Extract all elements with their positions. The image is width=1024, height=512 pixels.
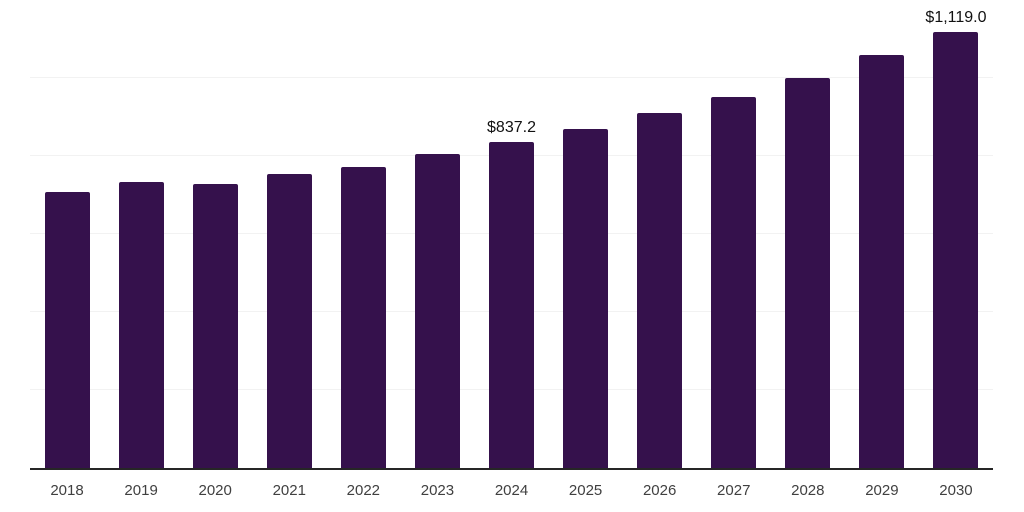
bar-2021 — [266, 173, 312, 468]
bar-column-2030: $1,119.0 — [919, 0, 993, 468]
bar-column-2025 — [549, 0, 623, 468]
plot-area: $837.2 $1,119.0 — [30, 0, 993, 470]
bar-column-2019 — [104, 0, 178, 468]
x-tick-2020: 2020 — [198, 482, 232, 499]
bar-2026 — [637, 112, 683, 468]
bar-2020 — [192, 184, 238, 468]
bar-2018 — [44, 192, 90, 468]
x-tick-2024: 2024 — [494, 482, 529, 499]
bar-column-2018 — [30, 0, 104, 468]
bar-column-2027 — [697, 0, 771, 468]
x-tick-2028: 2028 — [791, 482, 825, 499]
x-tick-2023: 2023 — [420, 482, 455, 499]
bar-column-2026 — [623, 0, 697, 468]
bar-2029 — [859, 54, 905, 468]
bar-2019 — [118, 182, 164, 468]
bar-column-2023 — [400, 0, 474, 468]
x-axis-line — [30, 468, 993, 470]
data-label-2030: $1,119.0 — [925, 8, 987, 26]
bar-column-2029 — [845, 0, 919, 468]
bar-2030 — [933, 31, 979, 468]
bars: $837.2 $1,119.0 — [30, 0, 993, 468]
x-tick-2027: 2027 — [717, 482, 751, 499]
x-tick-2029: 2029 — [865, 482, 899, 499]
bar-2027 — [711, 96, 757, 468]
x-tick-2025: 2025 — [568, 482, 603, 499]
x-tick-2021: 2021 — [272, 482, 306, 499]
x-tick-2019: 2019 — [124, 482, 158, 499]
bar-2025 — [563, 128, 609, 468]
bar-column-2028 — [771, 0, 845, 468]
bar-2028 — [785, 77, 831, 468]
x-tick-2022: 2022 — [346, 482, 381, 499]
x-tick-2030: 2030 — [939, 482, 973, 499]
x-tick-2018: 2018 — [50, 482, 84, 499]
bar-2024 — [489, 141, 534, 468]
x-tick-2026: 2026 — [642, 482, 677, 499]
data-label-2024: $837.2 — [487, 118, 536, 136]
gridline-1000 — [30, 77, 993, 78]
bar-column-2022 — [326, 0, 400, 468]
x-axis-labels: 2018 2019 2020 2021 2022 2023 2024 2025 2026 2027… — [30, 482, 993, 500]
bar-column-2024: $837.2 — [474, 0, 548, 468]
bar-column-2021 — [252, 0, 326, 468]
bar-2023 — [414, 154, 460, 468]
bar-2022 — [340, 166, 386, 468]
bar-column-2020 — [178, 0, 252, 468]
